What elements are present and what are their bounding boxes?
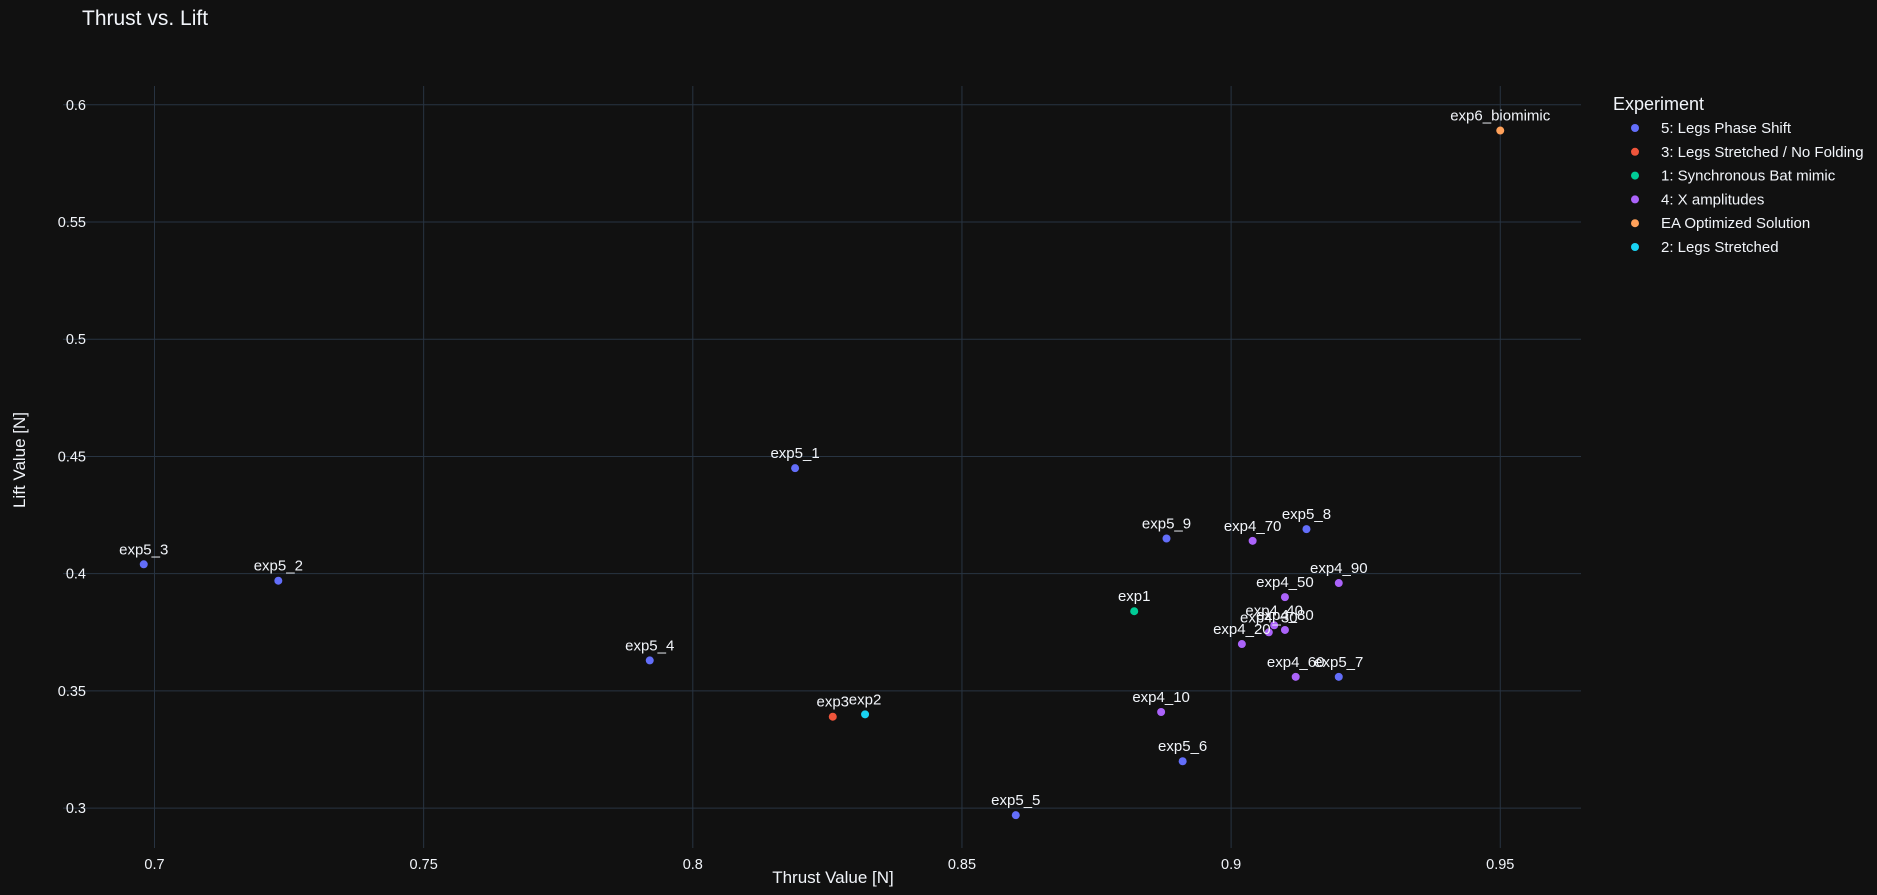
grid-lines <box>63 86 1581 848</box>
legend-label: 2: Legs Stretched <box>1661 239 1779 256</box>
y-tick-label: 0.55 <box>58 215 86 231</box>
legend-label: 4: X amplitudes <box>1661 191 1764 208</box>
point-label-exp4_60: exp4_60 <box>1267 654 1325 671</box>
point-label-exp5_3: exp5_3 <box>119 541 168 558</box>
data-point-exp5_9[interactable] <box>1162 534 1171 543</box>
y-tick-label: 0.4 <box>66 567 86 583</box>
legend-marker <box>1631 243 1639 251</box>
data-point-exp5_3[interactable] <box>139 560 148 569</box>
y-tick-label: 0.35 <box>58 684 86 700</box>
legend[interactable]: Experiment 5: Legs Phase Shift 3: Legs St… <box>1613 94 1864 256</box>
point-label-exp5_5: exp5_5 <box>991 792 1040 809</box>
point-label-exp4_70: exp4_70 <box>1224 518 1282 535</box>
y-tick-label: 0.45 <box>58 449 86 465</box>
y-tick-label: 0.5 <box>66 332 86 348</box>
legend-label: EA Optimized Solution <box>1661 215 1810 232</box>
data-point-exp2[interactable] <box>861 710 870 719</box>
legend-item[interactable]: EA Optimized Solution <box>1631 215 1810 232</box>
x-tick-label: 0.8 <box>683 857 703 873</box>
x-tick-label: 0.7 <box>144 857 164 873</box>
data-point-exp5_6[interactable] <box>1178 757 1187 766</box>
point-label-exp5_4: exp5_4 <box>625 637 674 654</box>
point-label-exp4_10: exp4_10 <box>1132 689 1190 706</box>
point-label-exp1: exp1 <box>1118 588 1151 605</box>
data-point-exp3[interactable] <box>828 712 837 721</box>
data-point-exp4_30[interactable] <box>1264 628 1273 637</box>
x-tick-label: 0.9 <box>1221 857 1241 873</box>
legend-label: 5: Legs Phase Shift <box>1661 120 1792 137</box>
legend-marker <box>1631 124 1639 132</box>
point-label-exp4_40: exp4_40 <box>1245 602 1303 619</box>
point-label-exp5_9: exp5_9 <box>1142 516 1191 533</box>
point-label-exp4_30: exp4_30 <box>1240 609 1298 626</box>
legend-marker <box>1631 147 1639 156</box>
chart-title: Thrust vs. Lift <box>82 7 208 30</box>
point-label-exp5_6: exp5_6 <box>1158 738 1207 755</box>
point-label-exp4_50: exp4_50 <box>1256 574 1314 591</box>
legend-label: 3: Legs Stretched / No Folding <box>1661 144 1864 161</box>
legend-title: Experiment <box>1613 94 1704 114</box>
data-point-exp5_5[interactable] <box>1011 811 1020 820</box>
x-axis-ticks: 0.7 0.75 0.8 0.85 0.9 0.95 <box>144 857 1514 873</box>
x-tick-label: 0.95 <box>1486 857 1514 873</box>
legend-label: 1: Synchronous Bat mimic <box>1661 168 1836 185</box>
y-tick-label: 0.3 <box>66 801 86 817</box>
point-label-exp4_90: exp4_90 <box>1310 560 1368 577</box>
point-label-exp4_20: exp4_20 <box>1213 621 1271 638</box>
point-label-exp6_biomimic: exp6_biomimic <box>1450 108 1551 125</box>
point-label-exp2: exp2 <box>849 691 882 708</box>
point-label-exp3: exp3 <box>817 694 850 711</box>
legend-marker <box>1631 219 1639 228</box>
data-point-exp5_4[interactable] <box>645 656 654 665</box>
x-tick-label: 0.75 <box>410 857 438 873</box>
data-points <box>139 126 1505 820</box>
point-label-exp5_7: exp5_7 <box>1314 654 1363 671</box>
data-point-exp5_1[interactable] <box>791 464 800 473</box>
data-point-exp4_80[interactable] <box>1280 625 1289 634</box>
data-point-exp4_20[interactable] <box>1237 640 1246 649</box>
legend-item[interactable]: 5: Legs Phase Shift <box>1631 120 1792 137</box>
data-point-exp5_8[interactable] <box>1302 525 1311 534</box>
data-point-exp4_60[interactable] <box>1291 672 1300 681</box>
data-point-exp5_2[interactable] <box>274 576 283 585</box>
x-axis-title: Thrust Value [N] <box>772 868 894 887</box>
legend-item[interactable]: 3: Legs Stretched / No Folding <box>1631 144 1864 161</box>
legend-item[interactable]: 1: Synchronous Bat mimic <box>1631 168 1836 185</box>
legend-item[interactable]: 4: X amplitudes <box>1631 191 1764 208</box>
point-labels: exp5_1 exp5_2 exp5_3 exp5_4 exp5_5 exp5_6 exp5… <box>119 108 1551 810</box>
data-point-exp6_biomimic[interactable] <box>1496 126 1505 135</box>
legend-items[interactable]: 5: Legs Phase Shift 3: Legs Stretched / N… <box>1631 120 1864 256</box>
legend-item[interactable]: 2: Legs Stretched <box>1631 239 1779 256</box>
y-axis-ticks: 0.3 0.35 0.4 0.45 0.5 0.55 0.6 <box>58 98 86 817</box>
point-label-exp4_80: exp4_80 <box>1256 607 1314 624</box>
data-point-exp4_90[interactable] <box>1334 579 1343 588</box>
data-point-exp5_7[interactable] <box>1334 672 1343 681</box>
point-label-exp5_1: exp5_1 <box>770 445 819 462</box>
data-point-exp4_40[interactable] <box>1270 621 1279 630</box>
legend-marker <box>1631 171 1639 180</box>
legend-marker <box>1631 195 1639 204</box>
data-point-exp4_70[interactable] <box>1248 536 1257 545</box>
x-tick-label: 0.85 <box>948 857 976 873</box>
y-axis-title: Lift Value [N] <box>10 412 29 508</box>
data-point-exp1[interactable] <box>1130 607 1139 616</box>
y-tick-label: 0.6 <box>66 98 86 114</box>
data-point-exp4_10[interactable] <box>1157 708 1166 717</box>
point-label-exp5_8: exp5_8 <box>1282 506 1331 523</box>
point-label-exp5_2: exp5_2 <box>254 558 303 575</box>
data-point-exp4_50[interactable] <box>1280 593 1289 602</box>
